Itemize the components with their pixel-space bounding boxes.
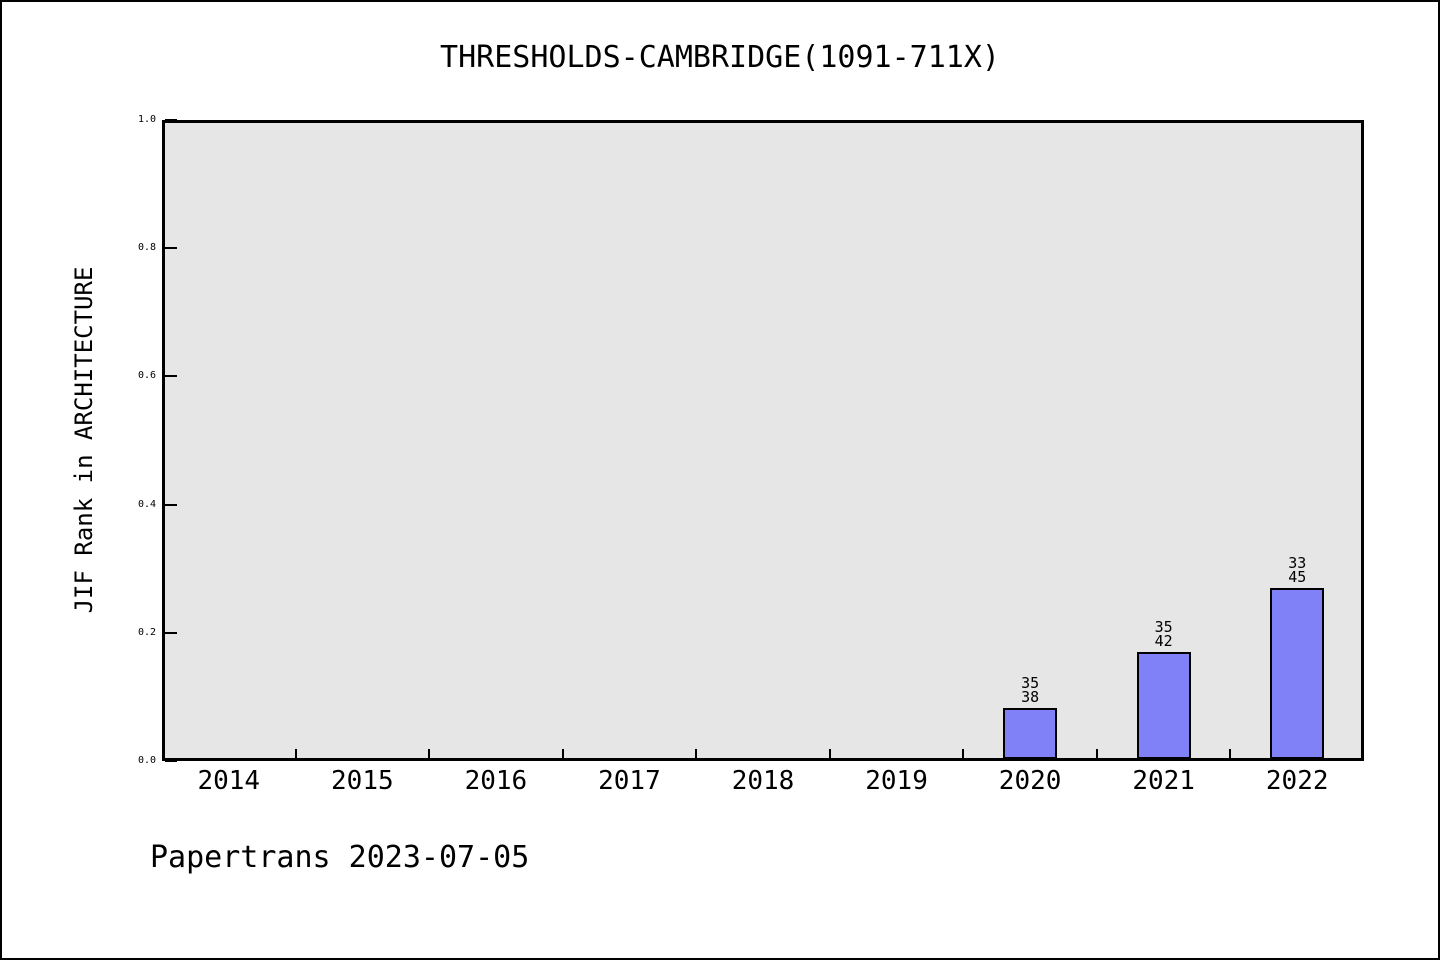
x-tick-mark <box>428 749 431 758</box>
x-tick-label-2014: 2014 <box>197 766 261 796</box>
x-tick-mark <box>1095 749 1098 758</box>
x-tick-label-2019: 2019 <box>865 766 928 796</box>
y-tick-mark <box>165 503 177 506</box>
bar-2022 <box>1270 588 1325 759</box>
x-tick-mark <box>962 749 965 758</box>
bar-2021 <box>1136 652 1191 759</box>
x-tick-mark <box>695 749 698 758</box>
bar-value-label-2020: 35 38 <box>1021 674 1040 707</box>
bar-total-value: 45 <box>1288 568 1307 587</box>
x-tick-label-2021: 2021 <box>1132 766 1195 796</box>
bar-rank-value: 33 <box>1288 554 1307 573</box>
bar-rank-value: 35 <box>1021 674 1040 693</box>
x-tick-label-2022: 2022 <box>1265 766 1329 796</box>
x-tick-mark <box>561 749 564 758</box>
y-tick-label: 0.6 <box>137 370 156 382</box>
footer-watermark: Papertrans 2023-07-05 <box>150 840 530 875</box>
x-tick-label-2016: 2016 <box>464 766 528 796</box>
y-tick-label: 0.2 <box>137 626 156 638</box>
y-tick-mark <box>165 631 177 634</box>
y-tick-label: 1.0 <box>137 114 156 125</box>
x-tick-mark <box>828 749 831 758</box>
bar-total-value: 42 <box>1154 632 1173 651</box>
y-tick-mark <box>165 247 177 250</box>
y-tick-mark <box>165 119 177 121</box>
x-tick-mark <box>1229 749 1232 758</box>
bar-rank-value: 35 <box>1154 618 1173 637</box>
chart-title: THRESHOLDS-CAMBRIDGE(1091-711X) <box>440 40 1000 75</box>
y-tick-label: 0.4 <box>137 498 156 510</box>
x-tick-label-2018: 2018 <box>731 766 795 796</box>
x-tick-label-2020: 2020 <box>998 766 1062 796</box>
x-tick-mark <box>294 749 297 758</box>
y-tick-mark <box>165 375 177 378</box>
y-tick-mark <box>165 760 177 762</box>
y-tick-label: 0.0 <box>137 755 156 766</box>
bar-value-label-2022: 33 45 <box>1288 554 1307 587</box>
x-tick-label-2015: 2015 <box>331 766 394 796</box>
bar-total-value: 38 <box>1021 688 1040 707</box>
y-tick-label: 0.8 <box>137 242 156 254</box>
bar-value-label-2021: 35 42 <box>1154 618 1173 651</box>
x-tick-label-2017: 2017 <box>598 766 661 796</box>
bar-2020 <box>1003 708 1058 759</box>
